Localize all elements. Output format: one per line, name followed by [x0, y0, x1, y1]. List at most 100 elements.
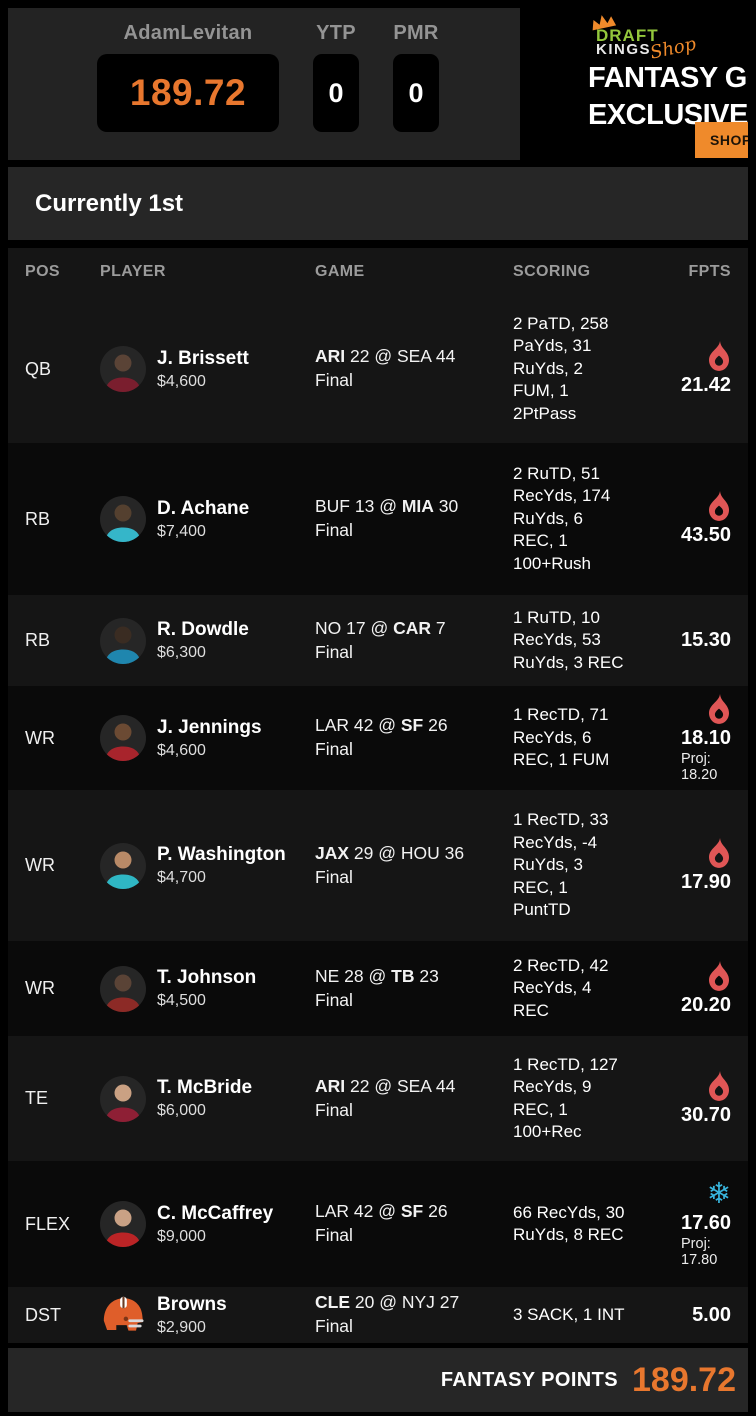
fpts-value: 18.10 [681, 726, 732, 749]
fpts-cell: ❄ 18.10 Proj: 18.20 [681, 693, 748, 783]
player-salary: $4,600 [157, 372, 206, 390]
player-cell: J. Brissett $4,600 [100, 346, 315, 392]
player-cell: P. Washington $4,700 [100, 842, 315, 889]
fpts-cell: ❄ 21.42 [681, 341, 748, 397]
fpts-cell: ❄ 30.70 [681, 1070, 748, 1127]
crown-icon [592, 15, 617, 31]
game-cell: NO 17 @ CAR 7 Final [315, 617, 513, 664]
fpts-cell: ❄ 17.90 [681, 837, 748, 894]
player-name: D. Achane [157, 497, 250, 519]
fire-icon [709, 960, 730, 991]
player-avatar [100, 1075, 146, 1122]
game-status: Final [315, 641, 353, 662]
pmr-box: 0 [393, 54, 439, 132]
fpts-value: 21.42 [681, 374, 732, 396]
game-score: BUF 13 @ MIA 30 [315, 496, 459, 517]
player-avatar [100, 346, 146, 392]
player-info: R. Dowdle $6,300 [157, 619, 249, 662]
rank-banner-text: Currently 1st [35, 189, 184, 217]
fpts-value: 15.30 [681, 629, 732, 651]
game-score: JAX 29 @ HOU 36 [315, 842, 465, 863]
fire-icon [709, 491, 730, 521]
position-cell: WR [25, 727, 55, 748]
game-cell: ARI 22 @ SEA 44 Final [315, 1075, 513, 1122]
player-avatar [100, 496, 146, 542]
table-row[interactable]: WR P. Washington $4,700 JAX 29 @ HOU 36 … [8, 790, 748, 941]
draftkings-shop-logo: DRAFT KINGS Shop [584, 14, 748, 66]
column-header-pos: POS [25, 262, 60, 280]
game-score: NO 17 @ CAR 7 [315, 617, 446, 638]
table-row[interactable]: FLEX C. McCaffrey $9,000 LAR 42 @ SF 26 … [8, 1161, 748, 1287]
game-status: Final [315, 520, 353, 540]
player-avatar [100, 617, 146, 664]
table-row[interactable]: WR J. Jennings $4,600 LAR 42 @ SF 26 Fin… [8, 686, 748, 790]
table-row[interactable]: QB J. Brissett $4,600 ARI 22 @ SEA 44 Fi… [8, 295, 748, 443]
game-status: Final [315, 866, 353, 887]
player-name: R. Dowdle [157, 619, 249, 640]
pmr-group: PMR 0 [393, 22, 439, 132]
user-score-box: 189.72 [97, 54, 279, 132]
position-cell: FLEX [25, 1213, 71, 1234]
table-row[interactable]: TE T. McBride $6,000 ARI 22 @ SEA 44 Fin… [8, 1036, 748, 1161]
game-cell: ARI 22 @ SEA 44 Final [315, 345, 513, 392]
fire-icon [709, 693, 730, 724]
game-cell: JAX 29 @ HOU 36 Final [315, 842, 513, 889]
username: AdamLevitan [123, 22, 253, 44]
player-name: T. McBride [157, 1077, 253, 1098]
position-cell: RB [25, 508, 51, 529]
fpts-cell: ❄ 15.30 [681, 629, 748, 652]
fpts-cell: ❄ 5.00 [681, 1304, 748, 1327]
user-score-value: 189.72 [129, 72, 247, 113]
player-info: T. McBride $6,000 [157, 1077, 252, 1120]
player-name: P. Washington [157, 844, 286, 865]
fpts-value: 30.70 [681, 1103, 732, 1126]
scoring-text: 2 PaTD, 258 PaYds, 31 RuYds, 2 FUM, 1 2P… [513, 313, 609, 423]
ytp-label: YTP [316, 22, 356, 44]
fire-icon [709, 341, 730, 371]
player-name: C. McCaffrey [157, 1202, 274, 1224]
fire-icon [709, 1070, 730, 1101]
position-cell: DST [25, 1304, 61, 1325]
fpts-cell: ❄ 43.50 [681, 491, 748, 547]
logo-kings-text: KINGS [596, 41, 652, 58]
game-status: Final [315, 370, 353, 390]
player-info: J. Jennings $4,600 [157, 717, 262, 760]
player-cell: T. Johnson $4,500 [100, 965, 315, 1012]
player-cell: J. Jennings $4,600 [100, 715, 315, 761]
fpts-value: 17.90 [681, 870, 732, 893]
game-cell: CLE 20 @ NYJ 27 Final [315, 1291, 513, 1338]
ytp-group: YTP 0 [313, 22, 359, 132]
fpts-cell: ❄ 17.60 Proj: 17.80 [681, 1178, 748, 1269]
scoring-text: 2 RecTD, 42 RecYds, 4 REC [513, 955, 609, 1020]
column-header-fpts: FPTS [688, 262, 731, 280]
scoring-text: 66 RecYds, 30 RuYds, 8 REC [513, 1202, 625, 1244]
game-status: Final [315, 989, 353, 1010]
scoring-text: 1 RecTD, 127 RecYds, 9 REC, 1 100+Rec [513, 1054, 618, 1141]
player-salary: $7,400 [157, 522, 206, 540]
logo-draft-text: DRAFT [596, 26, 659, 45]
scoring-text: 1 RecTD, 33 RecYds, -4 RuYds, 3 REC, 1 P… [513, 810, 609, 920]
table-row[interactable]: RB R. Dowdle $6,300 NO 17 @ CAR 7 Final … [8, 595, 748, 686]
shop-now-button[interactable]: SHOP N [695, 122, 748, 158]
scoring-text: 1 RuTD, 10 RecYds, 53 RuYds, 3 REC [513, 607, 624, 672]
snowflake-icon: ❄ [706, 1178, 732, 1210]
column-header-game: GAME [315, 262, 365, 280]
draftkings-shop-ad[interactable]: DRAFT KINGS Shop FANTASY GOO EXCLUSIVES … [520, 8, 748, 160]
player-salary: $4,500 [157, 992, 206, 1009]
column-header-player: PLAYER [100, 262, 166, 280]
game-status: Final [315, 1225, 353, 1245]
table-row[interactable]: WR T. Johnson $4,500 NE 28 @ TB 23 Final… [8, 941, 748, 1036]
scoring-text: 1 RecTD, 71 RecYds, 6 REC, 1 FUM [513, 705, 610, 770]
player-name: J. Brissett [157, 347, 249, 369]
fpts-cell: ❄ 20.20 [681, 960, 748, 1017]
game-score: LAR 42 @ SF 26 [315, 715, 448, 736]
player-avatar [100, 965, 146, 1012]
table-row[interactable]: RB D. Achane $7,400 BUF 13 @ MIA 30 Fina… [8, 443, 748, 595]
ad-headline-line1: FANTASY GOO [588, 62, 748, 94]
fpts-value: 43.50 [681, 524, 732, 546]
lineup-rows: QB J. Brissett $4,600 ARI 22 @ SEA 44 Fi… [8, 295, 748, 1343]
column-header-scoring: SCORING [513, 262, 591, 280]
player-name: Browns [157, 1293, 227, 1315]
table-row[interactable]: DST Browns $2,900 CLE 20 @ N [8, 1287, 748, 1343]
